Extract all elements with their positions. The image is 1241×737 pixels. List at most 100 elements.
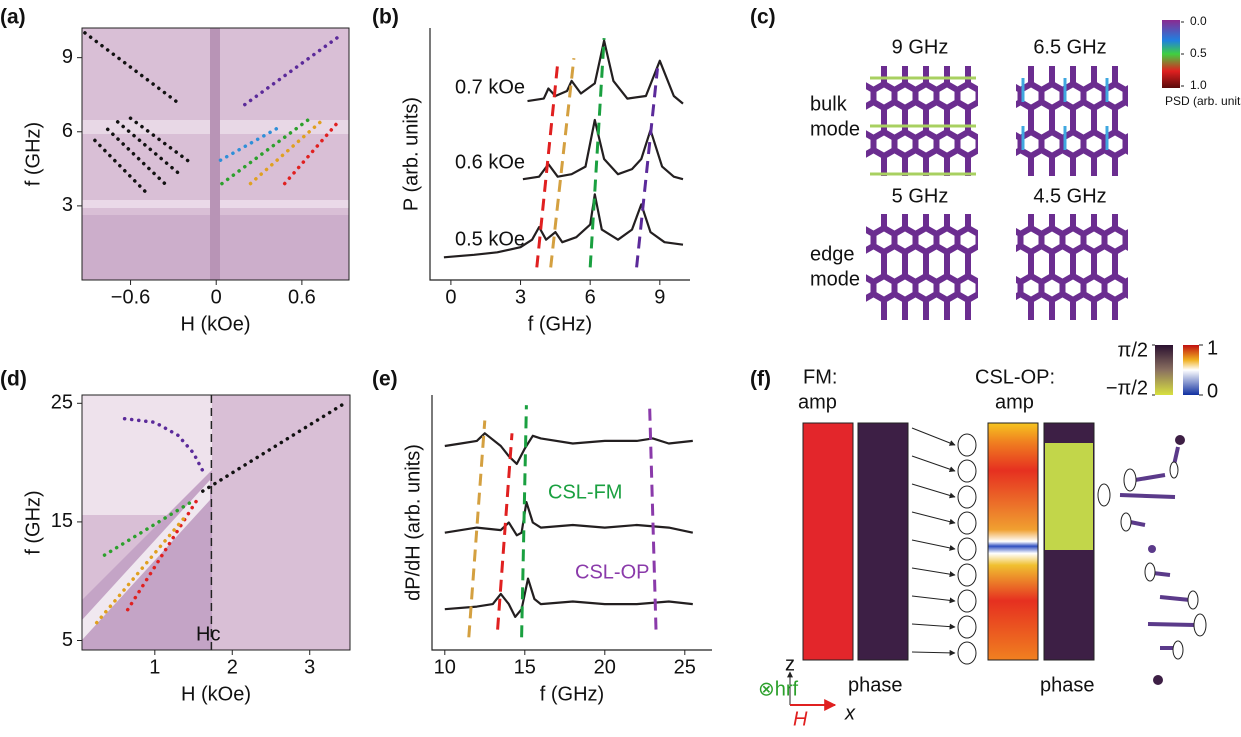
colorbar-label: PSD (arb. units): [1165, 94, 1241, 108]
freq-label: 4.5 GHz: [1033, 185, 1106, 207]
csl-label: CSL-OP:: [975, 366, 1055, 388]
precession-circle: [958, 434, 976, 456]
panel-c: (c) 9 GHz 6.5 GHz 5 GHz 4.5 GHz bulk mod…: [750, 6, 1241, 320]
x-tick-label: 25: [674, 656, 696, 678]
x-tick-label: 9: [654, 286, 665, 308]
phase-label: phase: [1040, 674, 1095, 696]
y-axis-label: f (GHz): [22, 490, 44, 554]
x-tick-label: −0.6: [111, 286, 150, 308]
circles: [912, 428, 976, 664]
axis-line: [432, 395, 712, 650]
panel-label: (f): [750, 368, 771, 391]
arrow: [912, 484, 955, 497]
annotation: 0.7 kOe: [455, 76, 525, 98]
row-label: mode: [810, 268, 860, 290]
y-axis-label: P (arb. units): [400, 97, 422, 211]
colorbar-tick-label: 0: [1207, 380, 1218, 402]
colorbar-tick-label: 0.5: [1190, 46, 1207, 60]
colorbar-tick-label: 1.0: [1190, 78, 1207, 92]
precession-circle: [958, 486, 976, 508]
precession-circle: [958, 590, 976, 612]
heatmap-bg: [82, 28, 349, 280]
x-tick-label: 3: [304, 656, 315, 678]
lattice: [866, 214, 978, 320]
guide-line: [637, 68, 658, 267]
y-axis-label: f (GHz): [22, 122, 44, 186]
precession-circle: [958, 460, 976, 482]
lattice: [1016, 66, 1128, 176]
x-axis-label: f (GHz): [540, 683, 604, 705]
arrow: [912, 624, 955, 627]
fm-label: amp: [798, 391, 837, 413]
y-tick-label: 25: [51, 392, 73, 414]
row-label: edge: [810, 243, 855, 265]
freq-label: 9 GHz: [892, 36, 949, 58]
x-tick-label: 6: [585, 286, 596, 308]
heatmap-bg: [82, 395, 350, 650]
figure: (c) 9 GHz 6.5 GHz 5 GHz 4.5 GHz bulk mod…: [0, 0, 1241, 732]
phase-region: [1045, 443, 1093, 550]
colorbar-tick-label: 0.0: [1190, 14, 1207, 28]
axis-label: x: [844, 702, 856, 724]
series-line: [528, 41, 684, 104]
precession-circle: [958, 616, 976, 638]
y-tick-label: 5: [62, 629, 73, 651]
x-tick-label: 1: [149, 656, 160, 678]
x-axis-label: H (kOe): [181, 313, 251, 335]
row-label: mode: [810, 118, 860, 140]
annotation: CSL-OP: [575, 561, 649, 583]
arrow: [912, 428, 955, 445]
panel-label: (e): [372, 368, 398, 391]
x-tick-label: 20: [594, 656, 616, 678]
panel-label: (c): [750, 6, 776, 29]
annotation: CSL-FM: [548, 481, 622, 503]
lattice: [1016, 214, 1128, 320]
x-tick-label: 2: [227, 656, 238, 678]
x-axis-label: H (kOe): [181, 683, 251, 705]
csl-label: amp: [995, 391, 1034, 413]
precession-circle: [958, 538, 976, 560]
y-tick-label: 6: [62, 120, 73, 142]
arrow: [912, 540, 955, 549]
row-label: bulk: [810, 93, 848, 115]
series-line: [445, 502, 693, 535]
axis-label: H: [793, 708, 808, 730]
phase-map: [858, 423, 908, 660]
y-tick-label: 15: [51, 510, 73, 532]
panel-f: (f) FM: amp CSL-OP: amp phase phase z ⊗h…: [750, 345, 1206, 730]
x-axis-label: f (GHz): [528, 313, 592, 335]
axis-label: ⊗hrf: [758, 678, 799, 700]
freq-label: 5 GHz: [892, 185, 949, 207]
y-axis-label: dP/dH (arb. units): [402, 444, 424, 601]
x-tick-label: 15: [514, 656, 536, 678]
x-tick-label: 0: [445, 286, 456, 308]
arrow: [912, 456, 955, 471]
phase-label: phase: [848, 674, 903, 696]
amp-map: [988, 423, 1038, 660]
phase-colorbar: [1155, 345, 1173, 395]
amp-map: [803, 423, 853, 660]
arrow: [912, 652, 955, 653]
panel-label: (b): [372, 6, 399, 29]
annotation: Hc: [196, 623, 220, 645]
spins: [1098, 435, 1206, 685]
arrow: [912, 568, 955, 575]
arrow: [912, 512, 955, 523]
precession-circle: [958, 564, 976, 586]
x-tick-label: 0.6: [288, 286, 316, 308]
freq-label: 6.5 GHz: [1033, 36, 1106, 58]
precession-circle: [958, 512, 976, 534]
panel-label: (a): [0, 6, 26, 29]
annotation: 0.5 kOe: [455, 228, 525, 250]
y-tick-label: 3: [62, 194, 73, 216]
x-tick-label: 0: [211, 286, 222, 308]
panel-label: (d): [0, 368, 27, 391]
colorbar-tick-label: −π/2: [1106, 377, 1148, 399]
precession-circle: [958, 642, 976, 664]
colorbar: [1162, 20, 1180, 88]
colorbar-tick-label: π/2: [1118, 339, 1148, 361]
lattice: [866, 66, 978, 176]
annotation: 0.6 kOe: [455, 151, 525, 173]
fm-label: FM:: [803, 366, 837, 388]
x-tick-label: 3: [515, 286, 526, 308]
